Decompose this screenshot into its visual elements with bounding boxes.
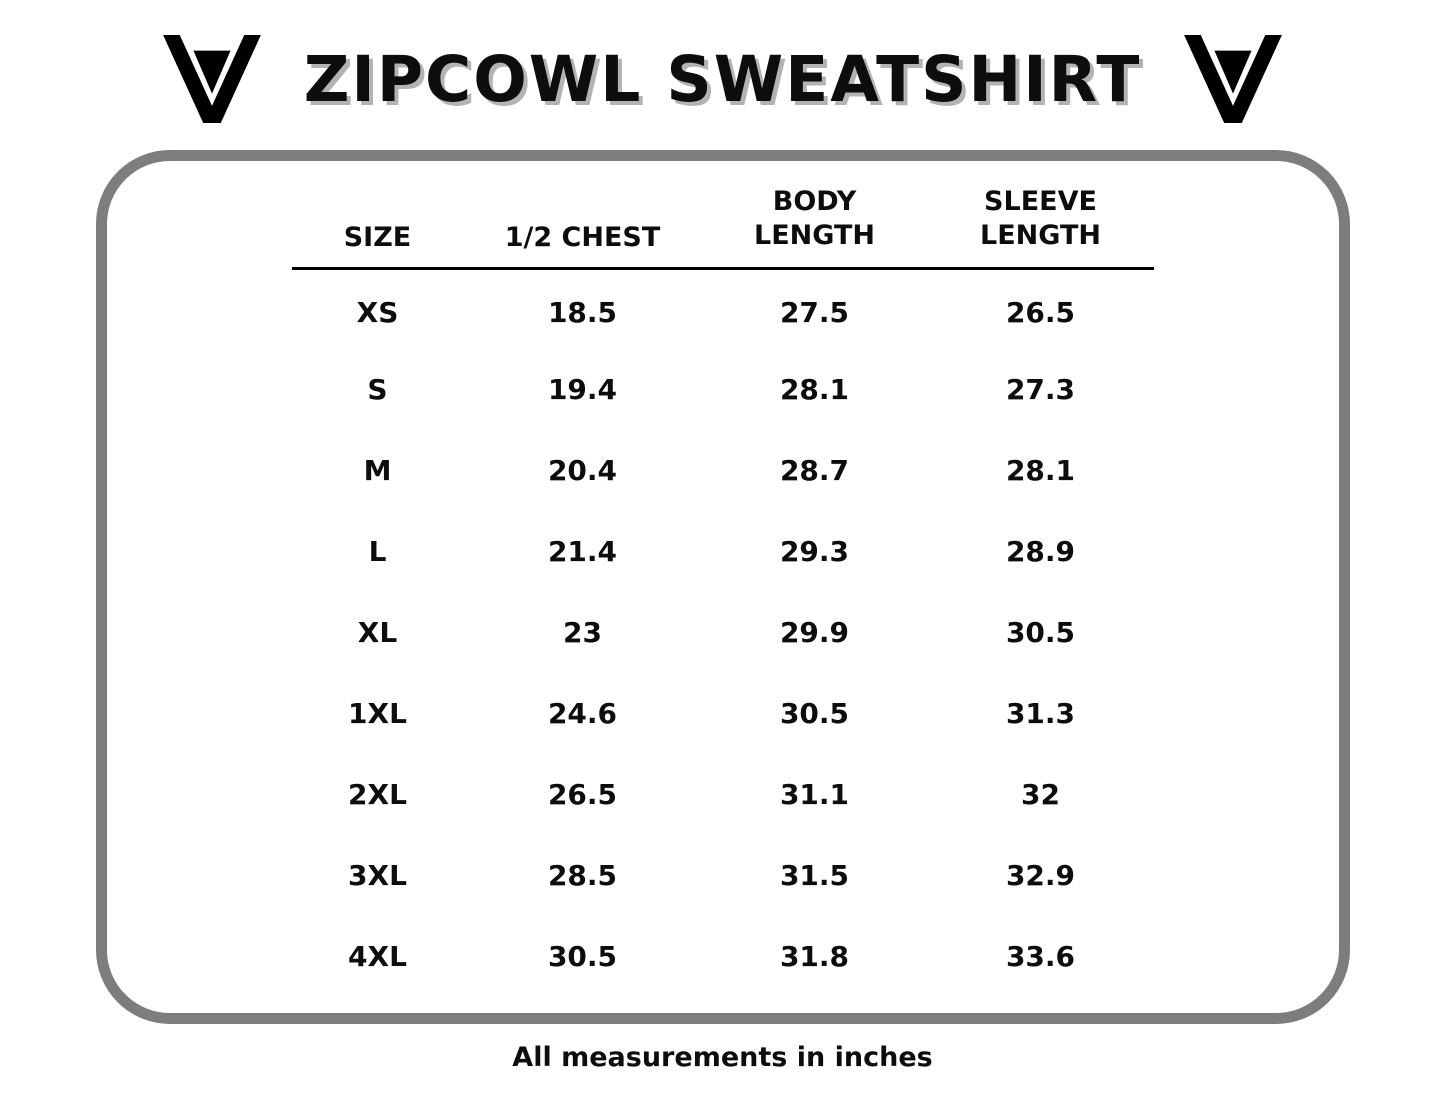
sleeve-length-cell: 32.9 bbox=[1005, 859, 1076, 892]
half-chest-cell: 19.4 bbox=[547, 373, 618, 406]
brand-monogram-icon bbox=[162, 35, 262, 123]
half-chest-cell: 28.5 bbox=[547, 859, 618, 892]
page-title: ZIPCOWL SWEATSHIRT bbox=[303, 42, 1142, 116]
body-length-cell: 31.8 bbox=[779, 940, 850, 973]
sleeve-length-cell: 27.3 bbox=[1005, 373, 1076, 406]
half-chest-cell: 24.6 bbox=[547, 697, 618, 730]
size-cell: M bbox=[363, 454, 392, 487]
size-cell: XL bbox=[357, 616, 398, 649]
half-chest-cell: 21.4 bbox=[547, 535, 618, 568]
body-length-cell: 31.5 bbox=[779, 859, 850, 892]
sleeve-length-cell: 26.5 bbox=[1005, 296, 1076, 330]
half-chest-cell: 30.5 bbox=[547, 940, 618, 973]
half-chest-cell: 23 bbox=[563, 616, 602, 649]
table-row: L 21.4 29.3 28.9 bbox=[292, 511, 1154, 592]
sleeve-length-cell: 28.9 bbox=[1005, 535, 1076, 568]
body-length-cell: 27.5 bbox=[779, 296, 850, 330]
sleeve-length-cell: 28.1 bbox=[1005, 454, 1076, 487]
size-cell: 1XL bbox=[348, 697, 407, 730]
body-length-cell: 29.9 bbox=[779, 616, 850, 649]
page-header: ZIPCOWL SWEATSHIRT bbox=[0, 0, 1445, 138]
size-chart-header-row: SIZE 1/2 CHEST BODY LENGTH SLEEVE LENGTH bbox=[291, 185, 1154, 270]
size-cell: 2XL bbox=[348, 778, 407, 811]
table-row: S 19.4 28.1 27.3 bbox=[292, 349, 1154, 430]
table-row: 3XL 28.5 31.5 32.9 bbox=[292, 835, 1154, 916]
column-header-body-length-label: BODY LENGTH bbox=[754, 186, 875, 251]
sleeve-length-cell: 30.5 bbox=[1005, 616, 1076, 649]
body-length-cell: 30.5 bbox=[779, 697, 850, 730]
column-header-size-label: SIZE bbox=[343, 221, 412, 253]
column-header-sleeve-length-label: SLEEVE LENGTH bbox=[980, 186, 1101, 251]
size-cell: XS bbox=[356, 296, 399, 330]
body-length-cell: 28.7 bbox=[779, 454, 850, 487]
size-chart-panel: SIZE 1/2 CHEST BODY LENGTH SLEEVE LENGTH… bbox=[95, 150, 1350, 1024]
table-row: M 20.4 28.7 28.1 bbox=[292, 430, 1154, 511]
size-cell: 4XL bbox=[348, 940, 407, 973]
half-chest-cell: 18.5 bbox=[547, 296, 618, 330]
column-header-size: SIZE bbox=[291, 185, 464, 270]
table-row: 2XL 26.5 31.1 32 bbox=[292, 754, 1154, 835]
size-cell: 3XL bbox=[348, 859, 407, 892]
column-header-body-length: BODY LENGTH bbox=[701, 185, 928, 270]
size-cell: L bbox=[368, 535, 387, 568]
footer-note: All measurements in inches bbox=[512, 1042, 933, 1073]
size-chart-table: SIZE 1/2 CHEST BODY LENGTH SLEEVE LENGTH… bbox=[291, 185, 1154, 997]
half-chest-cell: 20.4 bbox=[547, 454, 618, 487]
brand-monogram-icon bbox=[1183, 35, 1283, 123]
table-row: 4XL 30.5 31.8 33.6 bbox=[292, 916, 1154, 997]
column-header-half-chest-label: 1/2 CHEST bbox=[504, 221, 661, 253]
sleeve-length-cell: 33.6 bbox=[1005, 940, 1076, 973]
body-length-cell: 31.1 bbox=[779, 778, 850, 811]
body-length-cell: 29.3 bbox=[779, 535, 850, 568]
column-header-half-chest: 1/2 CHEST bbox=[463, 185, 702, 270]
sleeve-length-cell: 32 bbox=[1021, 778, 1060, 811]
size-cell: S bbox=[367, 373, 388, 406]
table-row: XL 23 29.9 30.5 bbox=[292, 592, 1154, 673]
table-row: XS 18.5 27.5 26.5 bbox=[292, 268, 1154, 349]
body-length-cell: 28.1 bbox=[779, 373, 850, 406]
column-header-sleeve-length: SLEEVE LENGTH bbox=[927, 185, 1154, 270]
sleeve-length-cell: 31.3 bbox=[1005, 697, 1076, 730]
half-chest-cell: 26.5 bbox=[547, 778, 618, 811]
table-row: 1XL 24.6 30.5 31.3 bbox=[292, 673, 1154, 754]
